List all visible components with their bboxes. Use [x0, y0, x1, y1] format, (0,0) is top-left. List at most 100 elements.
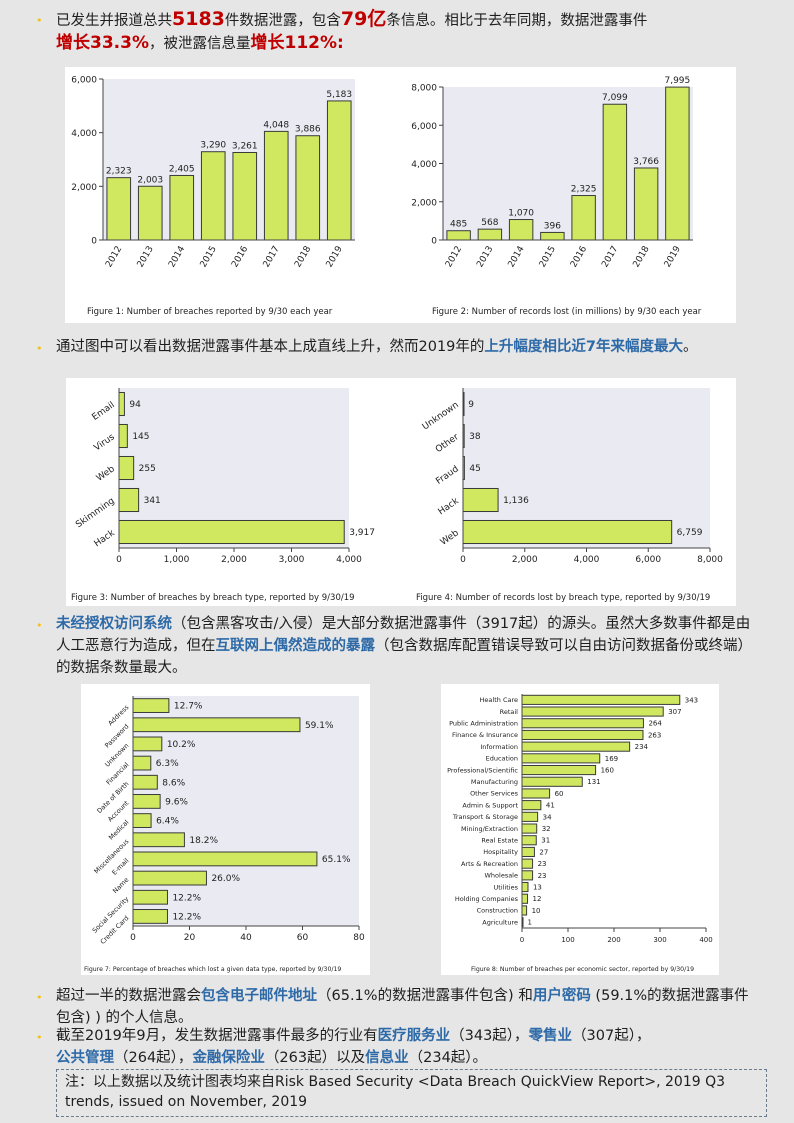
text: （包含黑客攻击/入侵）是大部分数据泄露事件（3917起）的源头。虽然大多数事件都… — [56, 616, 751, 654]
data-label: 169 — [605, 755, 618, 763]
y-tick-label: Health Care — [480, 696, 518, 704]
figure-panel-7: 0 20 40 60 80 12.7% Address 59.1% Password 10.2% U… — [81, 684, 370, 975]
figure-panel-3-4: 0 1,000 2,000 3,000 4,000 94 Email 145 Virus 255 W… — [66, 378, 736, 606]
x-tick-label: 2012 — [104, 245, 124, 270]
data-label: 307 — [668, 708, 681, 716]
figure-4-chart: 0 2,000 4,000 6,000 8,000 9 Unknown 38 Other 45 Fr… — [416, 388, 723, 603]
data-label: 568 — [481, 218, 498, 228]
y-tick-label: 6,000 — [411, 122, 437, 132]
x-tick-label: 2013 — [136, 245, 156, 270]
bar — [232, 151, 258, 241]
y-tick-label: Real Estate — [481, 837, 518, 845]
y-tick-label: Arts & Recreation — [461, 860, 518, 868]
bar — [521, 800, 542, 811]
data-label: 65.1% — [322, 855, 351, 865]
bar — [521, 870, 534, 881]
data-label: 6.4% — [156, 817, 179, 827]
x-tick-label: 2016 — [569, 244, 589, 269]
data-label: 2,003 — [137, 175, 163, 185]
y-tick-label: 2,000 — [71, 183, 97, 193]
data-label: 1,070 — [508, 209, 534, 219]
data-label: 9 — [468, 400, 474, 410]
data-label: 41 — [546, 802, 555, 810]
summary-paragraph-3: • 未经授权访问系统（包含黑客攻击/入侵）是大部分数据泄露事件（3917起）的源… — [36, 613, 756, 679]
record-growth: 增长112%: — [250, 33, 344, 53]
data-label: 45 — [469, 464, 480, 474]
data-label: 3,766 — [633, 157, 659, 167]
highlight-text: 公共管理 — [56, 1050, 114, 1066]
data-label: 26.0% — [211, 874, 240, 884]
figure-8-chart: 0 100 200 300 400 343 Health Care 307 Retail 264 P… — [447, 694, 713, 973]
highlight-text: 零售业 — [528, 1028, 573, 1044]
text: 件数据泄露，包含 — [224, 13, 341, 29]
data-label: 23 — [538, 872, 547, 880]
bullet-icon: • — [36, 619, 43, 632]
bar — [132, 794, 161, 809]
bar — [477, 228, 503, 241]
x-tick-label: 2015 — [199, 245, 219, 270]
y-tick-label: 4,000 — [411, 160, 437, 170]
data-label: 3,261 — [232, 141, 258, 151]
bar — [263, 130, 289, 241]
bar — [132, 813, 152, 828]
x-tick-label: 2018 — [293, 244, 313, 269]
y-tick-label: Finance & Insurance — [452, 731, 518, 739]
x-tick-label: 40 — [240, 933, 252, 943]
bar — [602, 103, 628, 241]
bar — [521, 788, 551, 799]
bar — [508, 219, 534, 241]
data-label: 255 — [139, 464, 156, 474]
data-label: 2,323 — [106, 167, 132, 177]
bar — [132, 851, 318, 867]
x-tick-label: 2017 — [600, 245, 620, 270]
x-tick-label: 2017 — [262, 245, 282, 270]
bar — [132, 755, 152, 771]
data-label: 34 — [543, 813, 552, 821]
y-tick-label: Hack — [437, 496, 462, 518]
x-tick-label: 2015 — [538, 245, 558, 270]
figure-caption: Figure 2: Number of records lost (in mil… — [432, 307, 702, 317]
x-tick-label: 2018 — [632, 244, 652, 269]
data-label: 59.1% — [305, 721, 334, 731]
data-label: 1 — [527, 919, 531, 927]
bar — [132, 889, 168, 905]
data-label: 60 — [555, 790, 564, 798]
data-label: 234 — [635, 743, 649, 751]
data-label: 18.2% — [189, 836, 218, 846]
bar — [633, 167, 659, 241]
x-tick-label: 3,000 — [279, 555, 305, 565]
data-label: 2,405 — [169, 164, 195, 174]
y-tick-label: Hospitality — [483, 848, 518, 856]
bar — [132, 698, 170, 713]
data-label: 38 — [469, 432, 481, 442]
figure-2-chart: 0 2,000 4,000 6,000 8,000 485 2012 568 2013 1,070… — [411, 76, 702, 317]
y-tick-label: Transport & Storage — [452, 813, 518, 821]
x-tick-label: 0 — [460, 555, 466, 565]
bar — [132, 774, 158, 790]
breach-growth: 增长33.3% — [56, 33, 149, 53]
data-label: 145 — [132, 432, 149, 442]
y-tick-label: Web — [439, 528, 461, 548]
data-label: 396 — [544, 221, 561, 231]
bar — [326, 100, 352, 241]
data-label: 9.6% — [165, 798, 188, 808]
x-tick-label: 0 — [520, 936, 524, 944]
y-tick-label: 2,000 — [411, 198, 437, 208]
text: （234起）。 — [408, 1050, 488, 1066]
y-tick-label: Other Services — [470, 790, 519, 798]
text: 已发生并报道总共 — [56, 13, 172, 29]
bar — [540, 231, 565, 241]
text: 。 — [683, 339, 698, 355]
bar — [521, 753, 601, 764]
x-tick-label: 2019 — [325, 244, 345, 269]
bar — [446, 230, 471, 241]
source-note: 注：以上数据以及统计图表均来自Risk Based Security <Data… — [56, 1069, 767, 1117]
x-tick-label: 20 — [184, 933, 196, 943]
text: 超过一半的数据泄露会 — [56, 988, 201, 1004]
x-tick-label: 2014 — [507, 244, 527, 269]
data-label: 343 — [685, 696, 698, 704]
text: （263起）以及 — [264, 1050, 366, 1066]
bar — [521, 858, 534, 869]
figure-caption: Figure 7: Percentage of breaches which l… — [84, 966, 341, 973]
